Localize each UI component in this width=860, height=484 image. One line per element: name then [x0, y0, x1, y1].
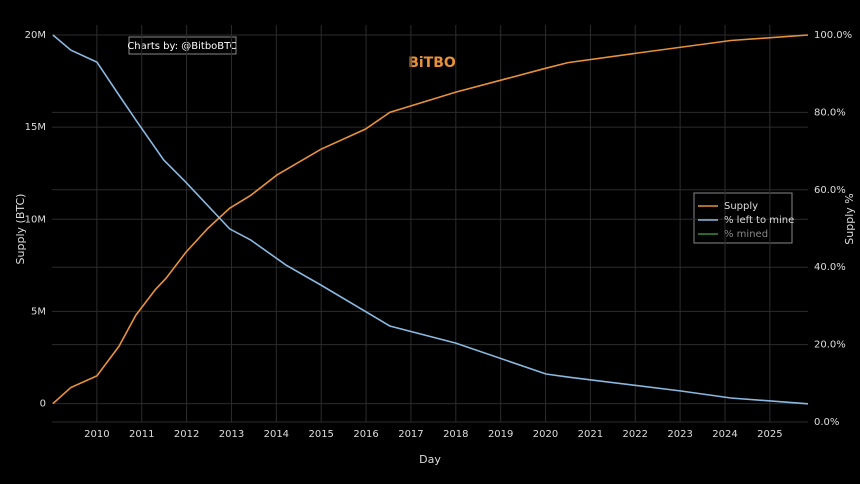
- legend-label: % left to mine: [724, 215, 794, 226]
- x-tick-label: 2016: [353, 429, 378, 440]
- y-tick-label: 15M: [25, 122, 46, 133]
- x-tick-label: 2011: [129, 429, 154, 440]
- x-tick-label: 2022: [623, 429, 648, 440]
- x-tick-label: 2019: [488, 429, 513, 440]
- logo: BiTBO: [408, 55, 456, 71]
- y2-tick-label: 100.0%: [814, 30, 852, 41]
- x-tick-label: 2017: [398, 429, 423, 440]
- legend-label: Supply: [724, 201, 758, 212]
- y-tick-label: 10M: [25, 214, 46, 225]
- series-line: [52, 34, 809, 405]
- y-tick-label: 0: [40, 399, 46, 410]
- x-tick-label: 2010: [84, 429, 109, 440]
- x-tick-label: 2021: [578, 429, 603, 440]
- y2-tick-label: 80.0%: [814, 107, 846, 118]
- x-tick-label: 2024: [712, 429, 737, 440]
- x-tick-label: 2012: [174, 429, 199, 440]
- x-tick-label: 2014: [264, 429, 289, 440]
- y-tick-label: 5M: [31, 306, 46, 317]
- credit-box: [128, 36, 237, 55]
- x-tick-label: 2023: [667, 429, 692, 440]
- y-axis-title: Supply (BTC): [14, 194, 27, 265]
- x-tick-label: 2020: [533, 429, 558, 440]
- y2-tick-label: 60.0%: [814, 185, 846, 196]
- x-tick-label: 2018: [443, 429, 468, 440]
- y-tick-label: 20M: [25, 30, 46, 41]
- y2-axis-title: Supply %: [843, 193, 856, 244]
- credit: Charts by: @BitboBTC: [127, 41, 236, 52]
- series-line: [52, 34, 809, 405]
- legend-label: % mined: [724, 229, 768, 240]
- x-axis-title: Day: [419, 453, 441, 466]
- x-tick-label: 2025: [757, 429, 782, 440]
- x-tick-label: 2013: [219, 429, 244, 440]
- y2-tick-label: 0.0%: [814, 417, 839, 428]
- y2-tick-label: 20.0%: [814, 340, 846, 351]
- x-tick-label: 2015: [308, 429, 333, 440]
- y2-tick-label: 40.0%: [814, 262, 846, 273]
